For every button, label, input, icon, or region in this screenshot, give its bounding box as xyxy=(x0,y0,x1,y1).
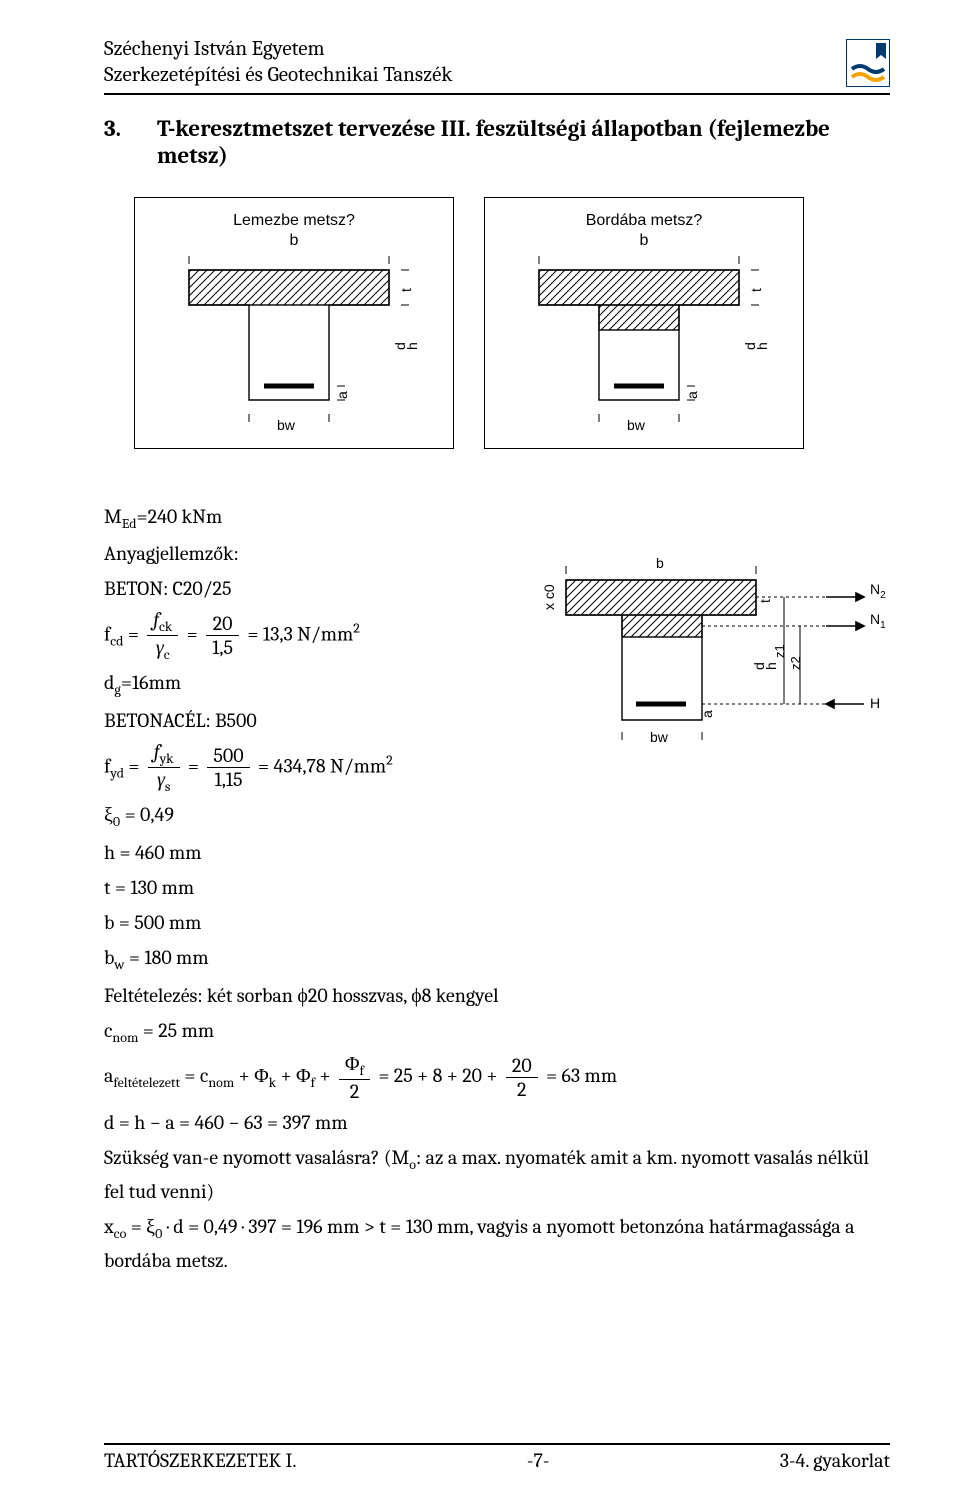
t-line: t = 130 mm xyxy=(104,872,890,903)
rf-z1: z1 xyxy=(772,644,787,658)
fig-right-box: Bordába metsz? b xyxy=(484,197,804,449)
bw-label: bw xyxy=(627,417,646,433)
rf-H: H xyxy=(870,695,880,711)
fig-left-box: Lemezbe metsz? b xyxy=(134,197,454,449)
top-figures-row: Lemezbe metsz? b xyxy=(134,197,890,449)
fig-right-b-label: b xyxy=(505,232,783,250)
szuk-line: Szükség van-e nyomott vasalásra? (Mo: az… xyxy=(104,1142,890,1207)
footer-right: 3-4. gyakorlat xyxy=(780,1449,890,1472)
rf-N1: N1 xyxy=(870,611,886,631)
rf-xc0: x c0 xyxy=(541,584,557,610)
felt-line: Feltételezés: két sorban ϕ20 hosszvas, ϕ… xyxy=(104,980,890,1011)
afelt-eq: afeltételezett = cnom + Φk + Φf + Φf2 = … xyxy=(104,1052,890,1103)
header-line2: Szerkezetépítési és Geotechnikai Tanszék xyxy=(104,62,452,88)
title-text: T-keresztmetszet tervezése III. feszülts… xyxy=(157,115,890,169)
right-figure: b t x c0 d h z1 z2 a bw N2 N1 H xyxy=(526,550,886,784)
xi-line: ξ0 = 0,49 xyxy=(104,799,890,833)
cnom-line: cnom = 25 mm xyxy=(104,1015,890,1049)
a-label: a xyxy=(334,391,350,399)
t-label: t xyxy=(398,288,414,292)
h-line: h = 460 mm xyxy=(104,837,890,868)
h-label: h xyxy=(404,342,419,350)
page-footer: TARTÓSZERKEZETEK I. -7- 3-4. gyakorlat xyxy=(104,1443,890,1472)
footer-left: TARTÓSZERKEZETEK I. xyxy=(104,1449,297,1472)
rf-z2: z2 xyxy=(788,656,803,670)
t-label: t xyxy=(748,288,764,292)
header-text: Széchenyi István Egyetem Szerkezetépítés… xyxy=(104,36,452,89)
d-line: d = h − a = 460 − 63 = 397 mm xyxy=(104,1107,890,1138)
header-line1: Széchenyi István Egyetem xyxy=(104,36,452,62)
rf-b: b xyxy=(656,555,664,571)
rf-h: h xyxy=(763,662,779,670)
footer-mid: -7- xyxy=(527,1449,550,1472)
fig-left-b-label: b xyxy=(155,232,433,250)
h-label: h xyxy=(754,342,769,350)
fig-right-svg: t d h a bw xyxy=(529,250,769,440)
rf-N2: N2 xyxy=(870,581,886,601)
rf-bw: bw xyxy=(650,729,669,745)
rf-t: t xyxy=(757,599,773,603)
rf-a: a xyxy=(699,710,715,718)
title-number: 3. xyxy=(104,115,121,169)
section-title: 3. T-keresztmetszet tervezése III. feszü… xyxy=(104,115,890,169)
page-header: Széchenyi István Egyetem Szerkezetépítés… xyxy=(104,36,890,95)
xco-line: xco = ξ0 · d = 0,49 · 397 = 196 mm > t =… xyxy=(104,1211,890,1276)
a-label: a xyxy=(684,391,700,399)
bw-line: bw = 180 mm xyxy=(104,942,890,976)
med-line: MEd=240 kNm xyxy=(104,501,890,535)
university-logo xyxy=(846,39,890,87)
fig-right-caption: Bordába metsz? xyxy=(505,212,783,230)
b-line: b = 500 mm xyxy=(104,907,890,938)
fig-left-caption: Lemezbe metsz? xyxy=(155,212,433,230)
bw-label: bw xyxy=(277,417,296,433)
fig-left-svg: t d h a bw xyxy=(179,250,419,440)
